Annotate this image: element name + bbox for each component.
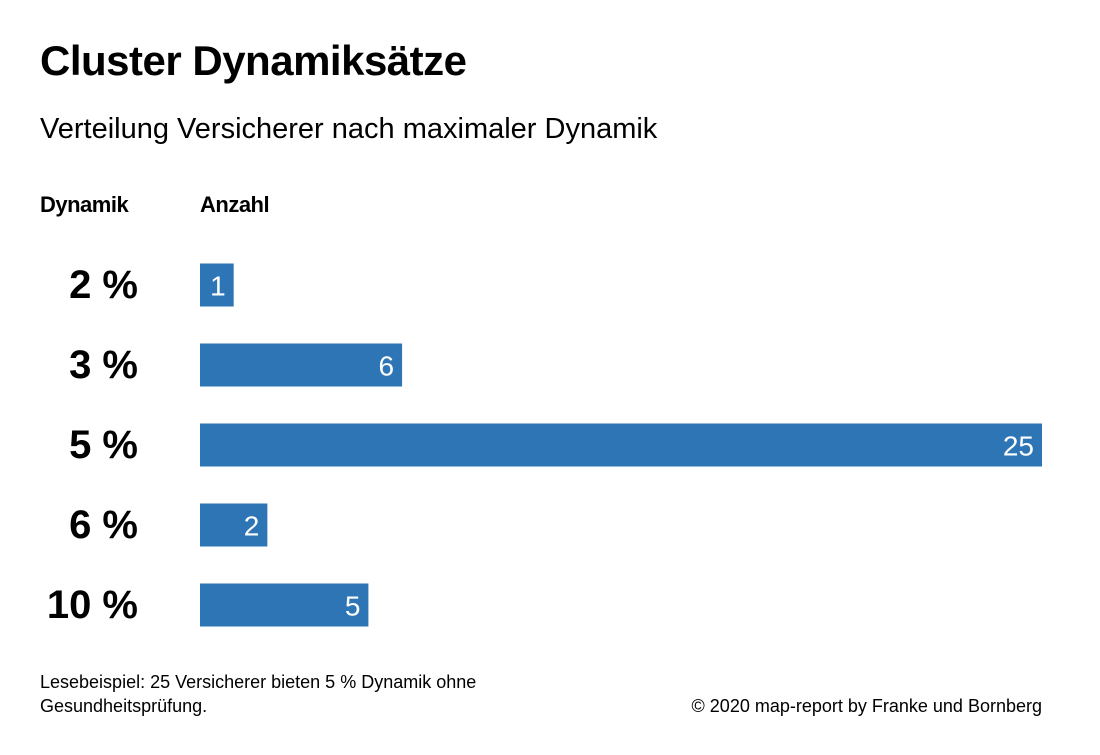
category-label-4: 10 % — [47, 583, 138, 627]
bar-3 — [200, 503, 268, 547]
value-column-header: Anzahl — [200, 192, 270, 217]
chart-subtitle: Verteilung Versicherer nach maximaler Dy… — [40, 113, 658, 145]
category-label-0: 2 % — [69, 263, 138, 307]
value-label-3: 2 — [244, 511, 260, 542]
bar-2 — [200, 423, 1042, 467]
category-label-1: 3 % — [69, 343, 138, 387]
reading-example-note: Lesebeispiel: 25 Versicherer bieten 5 % … — [40, 672, 477, 716]
category-column-header: Dynamik — [40, 192, 129, 217]
value-label-4: 5 — [345, 591, 361, 622]
value-label-2: 25 — [1003, 431, 1034, 462]
chart-title: Cluster Dynamiksätze — [40, 37, 467, 84]
bar-1 — [200, 343, 403, 387]
bar-4 — [200, 583, 369, 627]
bar-0 — [200, 263, 234, 307]
value-label-0: 1 — [210, 271, 226, 302]
category-label-2: 5 % — [69, 423, 138, 467]
category-label-3: 6 % — [69, 503, 138, 547]
copyright-notice: © 2020 map-report by Franke und Bornberg — [691, 696, 1042, 716]
value-label-1: 6 — [379, 351, 395, 382]
